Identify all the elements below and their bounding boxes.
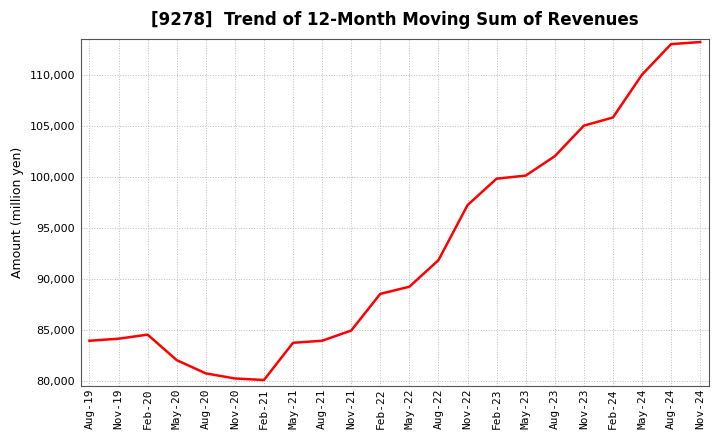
Y-axis label: Amount (million yen): Amount (million yen) bbox=[11, 147, 24, 278]
Title: [9278]  Trend of 12-Month Moving Sum of Revenues: [9278] Trend of 12-Month Moving Sum of R… bbox=[151, 11, 639, 29]
